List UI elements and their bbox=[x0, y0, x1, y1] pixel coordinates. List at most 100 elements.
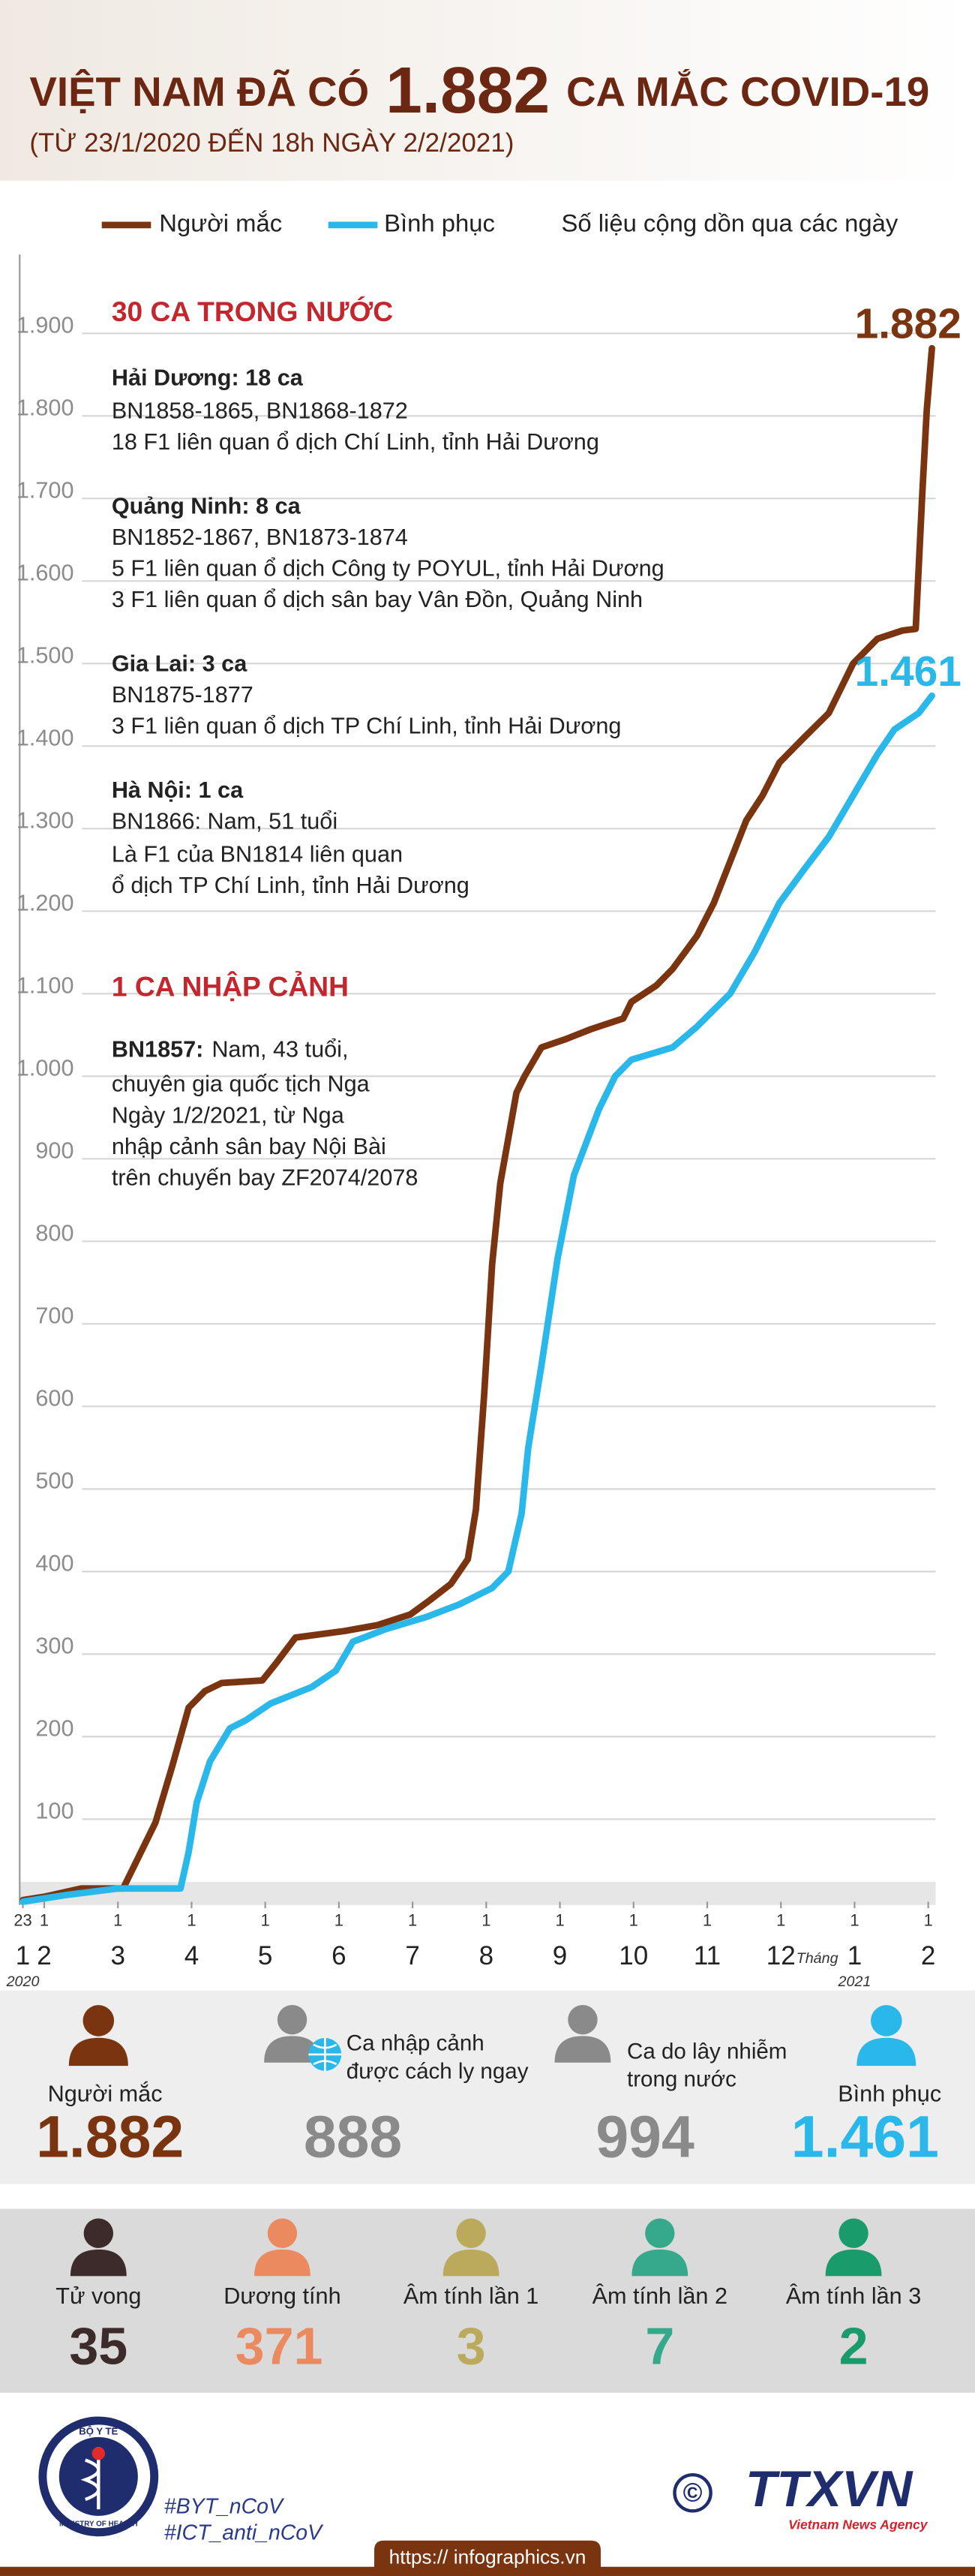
summary-label: trong nước bbox=[627, 2067, 736, 2092]
outcome-value: 35 bbox=[69, 2316, 128, 2375]
x-tick-label: 1 bbox=[113, 1910, 122, 1929]
annotation-title: BN1857: bbox=[112, 1037, 204, 1063]
x-tick-label: 1 bbox=[703, 1910, 712, 1929]
outcome-label: Dương tính bbox=[224, 2283, 340, 2309]
y-tick-label: 400 bbox=[35, 1551, 74, 1577]
month-label: 11 bbox=[694, 1941, 721, 1970]
plot: 100 200 300 400 500 600 700 800 900 1.000 1.100 1.2… bbox=[6, 300, 962, 1990]
value-label: 1.461 bbox=[855, 648, 962, 696]
y-tick-label: 700 bbox=[35, 1303, 74, 1329]
annotation-title: Gia Lai: 3 ca bbox=[112, 651, 248, 676]
annotation-line: BN1852-1867, BN1873-1874 bbox=[112, 525, 408, 550]
month-word: Tháng bbox=[796, 1950, 838, 1967]
month-label: 9 bbox=[553, 1941, 567, 1970]
y-tick-label: 100 bbox=[35, 1799, 74, 1824]
y-tick-label: 1.300 bbox=[16, 808, 74, 834]
outcome-value: 2 bbox=[839, 2316, 868, 2375]
x-tick-label: 1 bbox=[482, 1910, 490, 1929]
annotation-line: BN1875-1877 bbox=[112, 682, 254, 708]
summary-value: 994 bbox=[596, 2104, 694, 2170]
year-label: 2020 bbox=[6, 1973, 40, 1990]
y-tick-label: 1.700 bbox=[16, 478, 74, 503]
summary-label: Người mắc bbox=[48, 2081, 163, 2107]
outcome-label: Tử vong bbox=[56, 2283, 141, 2309]
x-tick-label: 1 bbox=[850, 1910, 859, 1929]
annotation-heading: 1 CA NHẬP CẢNH bbox=[112, 970, 349, 1002]
month-label: 10 bbox=[619, 1941, 648, 1970]
month-label: 6 bbox=[332, 1941, 346, 1970]
copyright-ring bbox=[673, 2472, 712, 2513]
chart-note: Số liệu cộng dồn qua các ngày bbox=[561, 209, 898, 237]
y-tick-label: 800 bbox=[35, 1221, 74, 1246]
y-tick-label: 900 bbox=[35, 1138, 74, 1164]
summary-value: 1.882 bbox=[36, 2104, 184, 2170]
annotation-line: chuyên gia quốc tịch Nga bbox=[112, 1072, 370, 1097]
value-label: 1.882 bbox=[855, 300, 962, 348]
header-bg bbox=[0, 0, 975, 181]
annotation-line: 3 F1 liên quan ổ dịch sân bay Vân Đồn, Q… bbox=[112, 587, 643, 612]
logo-text: BỘ Y TẾ bbox=[79, 2426, 118, 2437]
outcome-value: 3 bbox=[457, 2316, 486, 2375]
outcome-value: 7 bbox=[645, 2316, 674, 2375]
legend-label: Người mắc bbox=[159, 209, 282, 237]
x-tick-label: 1 bbox=[187, 1910, 196, 1929]
x-tick-label: 1 bbox=[408, 1910, 417, 1929]
outcomes-bg bbox=[0, 2208, 975, 2393]
x-tick-label: 1 bbox=[776, 1910, 785, 1929]
y-tick-label: 1.200 bbox=[16, 891, 74, 916]
month-label: 5 bbox=[258, 1941, 272, 1970]
outcome-label: Âm tính lần 1 bbox=[404, 2283, 538, 2309]
annotation-line: Ngày 1/2/2021, từ Nga bbox=[112, 1102, 345, 1128]
hashtag: #ICT_anti_nCoV bbox=[164, 2520, 324, 2544]
annotation-line: BN1857: Nam, 43 tuổi, bbox=[112, 1037, 349, 1063]
month-label: 2 bbox=[921, 1941, 935, 1970]
month-label: 8 bbox=[479, 1941, 494, 1970]
summary-bg bbox=[0, 1990, 975, 2184]
summary-label: Bình phục bbox=[838, 2082, 941, 2107]
y-tick-label: 200 bbox=[35, 1716, 74, 1742]
y-tick-label: 1.600 bbox=[16, 561, 74, 586]
annotation-heading: 30 CA TRONG NƯỚC bbox=[112, 296, 393, 327]
summary-label: Ca do lây nhiễm bbox=[627, 2039, 787, 2064]
annotation-line: Là F1 của BN1814 liên quan bbox=[112, 841, 403, 867]
footer-tab bbox=[374, 2540, 602, 2576]
annotation-line: ổ dịch TP Chí Linh, tỉnh Hải Dương bbox=[112, 873, 470, 898]
series-line bbox=[20, 344, 935, 1904]
annotation-line: Nam, 43 tuổi, bbox=[212, 1037, 348, 1063]
agency-logo: TTXVN bbox=[746, 2461, 914, 2517]
legend-label: Bình phục bbox=[384, 209, 495, 237]
x-tick-label: 1 bbox=[555, 1910, 564, 1929]
url: https:// infographics.vn bbox=[389, 2546, 586, 2568]
month-label: 1 bbox=[16, 1941, 30, 1970]
annotation-line: BN1866: Nam, 51 tuổi bbox=[112, 809, 338, 834]
x-tick-label: 1 bbox=[924, 1910, 933, 1929]
y-tick-label: 1.900 bbox=[16, 313, 74, 338]
month-label: 12 bbox=[766, 1941, 796, 1970]
annotation-title: Hà Nội: 1 ca bbox=[112, 777, 244, 803]
outcome-label: Âm tính lần 2 bbox=[592, 2283, 728, 2309]
x-tick-label: 1 bbox=[334, 1910, 344, 1929]
annotations: 30 CA TRONG NƯỚC Hải Dương: 18 ca BN1858… bbox=[112, 296, 664, 1191]
title-part: VIỆT NAM ĐÃ CÓ bbox=[29, 68, 369, 115]
y-tick-label: 1.100 bbox=[16, 973, 74, 999]
x-tick-label: 1 bbox=[261, 1910, 270, 1929]
month-label: 7 bbox=[405, 1941, 419, 1970]
y-tick-label: 300 bbox=[35, 1634, 74, 1659]
outcome-label: Âm tính lần 3 bbox=[786, 2283, 921, 2309]
x-tick-label: 23 bbox=[14, 1910, 32, 1929]
title-part: CA MẮC COVID-19 bbox=[566, 68, 929, 115]
annotation-title: Quảng Ninh: 8 ca bbox=[112, 493, 302, 519]
month-label: 2 bbox=[37, 1941, 51, 1970]
annotation-line: 5 F1 liên quan ổ dịch Công ty POYUL, tỉn… bbox=[112, 556, 664, 582]
outcome-value: 371 bbox=[236, 2316, 323, 2375]
annotation-line: nhập cảnh sân bay Nội Bài bbox=[112, 1134, 386, 1159]
page-title: VIỆT NAM ĐÃ CÓ 1.882 CA MẮC COVID-19 bbox=[29, 53, 929, 127]
y-tick-label: 1.400 bbox=[16, 726, 74, 751]
annotation-line: trên chuyến bay ZF2074/2078 bbox=[112, 1165, 418, 1190]
series-line bbox=[20, 692, 935, 1905]
copyright: © bbox=[683, 2478, 703, 2508]
y-tick-label: 1.500 bbox=[16, 643, 74, 669]
logo-text: MINISTRY OF HEALTH bbox=[59, 2520, 138, 2528]
agency-name: Vietnam News Agency bbox=[788, 2517, 928, 2532]
